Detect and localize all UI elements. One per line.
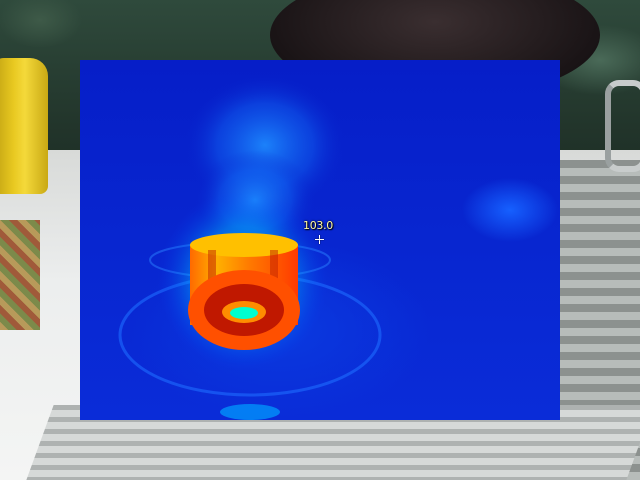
burner-center (230, 307, 258, 319)
spot-crosshair-icon (315, 235, 324, 244)
cloth (0, 220, 40, 330)
thermal-burner-render (118, 75, 382, 420)
spot-temperature-readout: 103.0 (303, 219, 333, 232)
reflection-hotspot (220, 404, 280, 420)
yellow-bottle (0, 58, 48, 194)
burner-top (190, 233, 298, 257)
sink-tap (605, 80, 640, 172)
thermal-image-overlay: 103.0 (80, 60, 560, 420)
